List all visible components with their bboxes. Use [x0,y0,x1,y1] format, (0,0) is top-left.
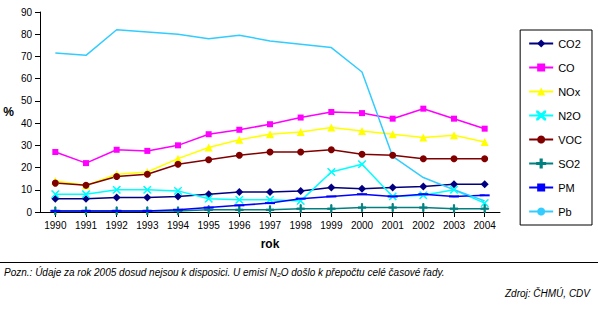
svg-text:PM: PM [558,182,575,194]
svg-text:50: 50 [21,95,33,106]
svg-text:CO: CO [558,62,575,74]
svg-text:0: 0 [26,207,32,218]
svg-text:CO2: CO2 [558,38,581,50]
svg-text:rok: rok [261,237,280,251]
svg-text:40: 40 [21,118,33,129]
svg-text:VOC: VOC [558,134,582,146]
svg-text:2001: 2001 [382,220,405,231]
svg-text:60: 60 [21,73,33,84]
svg-text:90: 90 [21,7,33,18]
svg-text:N2O: N2O [558,110,581,122]
svg-text:80: 80 [21,29,33,40]
svg-text:1996: 1996 [228,220,251,231]
svg-text:%: % [3,105,14,119]
html-text:Pozn.: Údaje za rok 2005 dosud: Pozn.: Údaje za rok 2005 dosud nejsou k … [4,267,445,278]
svg-text:1992: 1992 [106,220,129,231]
svg-text:1997: 1997 [259,220,282,231]
svg-text:1991: 1991 [75,220,98,231]
svg-text:20: 20 [21,162,33,173]
svg-text:2002: 2002 [412,220,435,231]
svg-text:30: 30 [21,140,33,151]
svg-text:70: 70 [21,51,33,62]
svg-text:SO2: SO2 [558,158,580,170]
svg-text:NOx: NOx [558,86,581,98]
svg-text:1993: 1993 [136,220,159,231]
svg-text:2003: 2003 [443,220,466,231]
svg-text:2004: 2004 [474,220,497,231]
svg-text:1994: 1994 [167,220,190,231]
svg-text:1998: 1998 [290,220,313,231]
svg-text:Pb: Pb [558,206,571,218]
html-text:Zdroj: ČHMÚ, CDV: Zdroj: ČHMÚ, CDV [505,288,590,299]
svg-text:1995: 1995 [198,220,221,231]
svg-text:10: 10 [21,184,33,195]
svg-text:1999: 1999 [320,220,343,231]
svg-text:1990: 1990 [44,220,67,231]
svg-text:2000: 2000 [351,220,374,231]
